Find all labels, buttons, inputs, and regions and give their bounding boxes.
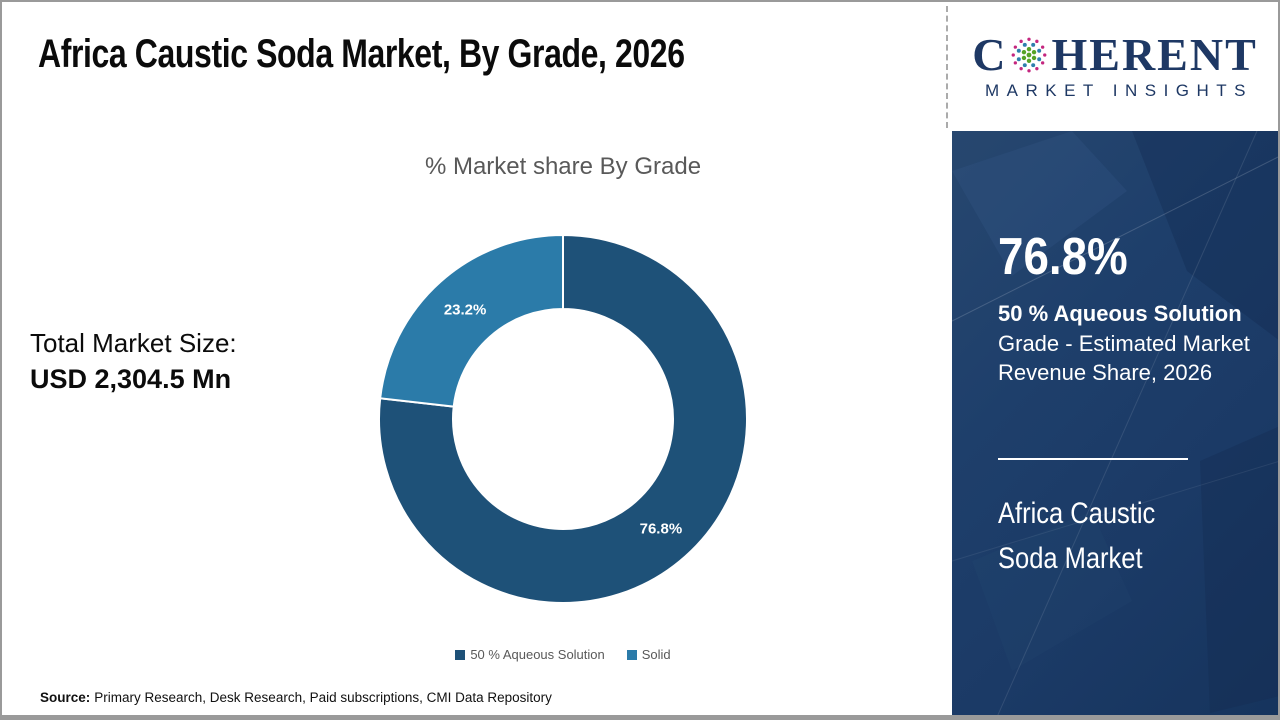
panel-divider-line [998, 458, 1188, 460]
legend-item-0: 50 % Aqueous Solution [455, 647, 605, 662]
panel-market-title-line2: Soda Market [998, 542, 1143, 575]
highlight-percentage: 76.8% [998, 228, 1128, 286]
globe-outer-dots [1012, 37, 1047, 73]
legend-label: 50 % Aqueous Solution [470, 647, 605, 662]
chart-block: % Market share By Grade 76.8% 23.2% 50 % … [188, 152, 938, 662]
slice-label-1: 23.2% [444, 301, 487, 318]
globe-inner-dots [1022, 47, 1037, 63]
legend-swatch-icon [626, 649, 637, 660]
brand-wordmark: C HERENT [972, 32, 1258, 78]
logo-letter-c: C [972, 29, 1008, 80]
map-texture-decoration [952, 131, 1278, 715]
donut-slice-1 [379, 233, 564, 408]
legend-label: Solid [641, 647, 671, 662]
highlight-description: 50 % Aqueous Solution Grade - Estimated … [998, 299, 1258, 388]
logo-tagline: MARKET INSIGHTS [984, 81, 1254, 100]
vertical-dashed-divider [946, 6, 948, 128]
total-market-size-block: Total Market Size: USD 2,304.5 Mn [30, 326, 237, 398]
panel-market-title: Africa Caustic Soda Market [998, 491, 1155, 581]
highlight-desc-line3: Revenue Share, 2026 [998, 360, 1213, 385]
slice-label-0: 76.8% [640, 521, 683, 538]
highlight-segment-name: 50 % Aqueous Solution [998, 301, 1242, 326]
panel-market-title-line1: Africa Caustic [998, 497, 1156, 530]
brand-logo: C HERENT [952, 2, 1278, 131]
highlight-desc-line2: Grade - Estimated Market [998, 330, 1250, 356]
source-line: Source: Primary Research, Desk Research, … [40, 690, 552, 705]
globe-logo-icon [1012, 37, 1047, 73]
chart-title: % Market share By Grade [424, 153, 702, 180]
globe-mid-dots [1017, 42, 1042, 68]
legend-swatch-icon [455, 649, 466, 660]
source-label: Source: [40, 690, 91, 705]
source-text: Primary Research, Desk Research, Paid su… [94, 690, 552, 705]
chart-legend: 50 % Aqueous Solution Solid [188, 647, 938, 662]
legend-item-1: Solid [626, 647, 671, 662]
total-market-size-value: USD 2,304.5 Mn [30, 364, 232, 394]
logo-letters-rest: HERENT [1051, 29, 1258, 80]
donut-slice-0 [378, 233, 748, 604]
total-market-size-label: Total Market Size: [30, 328, 237, 358]
donut-chart-svg: 76.8% 23.2% [378, 233, 748, 604]
page-title: Africa Caustic Soda Market, By Grade, 20… [38, 32, 685, 76]
side-panel: 76.8% 50 % Aqueous Solution Grade - Esti… [952, 131, 1278, 715]
